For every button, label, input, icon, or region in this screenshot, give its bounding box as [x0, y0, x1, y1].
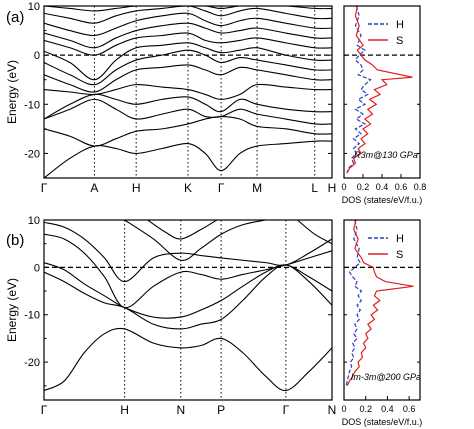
- dos-curves: [346, 6, 413, 174]
- band-line-11: [44, 6, 332, 24]
- dos-x-axis-label: DOS (states/eV/f.u.): [342, 195, 423, 205]
- dos-curve-H: [346, 6, 372, 174]
- legend-label-S: S: [396, 35, 403, 47]
- y-tick-label: 0: [34, 50, 40, 62]
- y-tick-label: 10: [28, 1, 40, 13]
- k-point-label: N: [176, 403, 185, 417]
- dos-x-tick-label: 0.2: [357, 182, 370, 192]
- y-tick-label: -20: [24, 148, 40, 160]
- dos-curve-S: [346, 220, 414, 387]
- dos-x-tick-label: 0.4: [376, 182, 389, 192]
- bands: [44, 220, 332, 392]
- y-tick-label: -10: [24, 310, 40, 322]
- dos-x-tick-label: 0: [341, 404, 346, 414]
- band-line-1: [44, 116, 332, 147]
- dos-x-tick-label: 0.4: [381, 404, 394, 414]
- k-point-label: L: [311, 181, 318, 195]
- k-point-label: H: [132, 181, 141, 195]
- band-line-9: [44, 22, 332, 49]
- band-line-7: [297, 220, 332, 245]
- k-point-label: Γ: [283, 403, 290, 417]
- dos-curve-S: [346, 6, 413, 174]
- band-line-8: [44, 32, 332, 56]
- band-line-7: [44, 42, 332, 81]
- dos-x-tick-label: 0.8: [414, 182, 427, 192]
- k-point-label: H: [120, 403, 129, 417]
- bands-frame: [43, 219, 333, 401]
- band-line-4: [44, 221, 332, 283]
- band-line-2: [44, 98, 332, 125]
- band-line-4: [44, 83, 332, 100]
- band-line-6: [147, 220, 218, 240]
- band-line-5: [44, 64, 332, 93]
- legend-label-S: S: [396, 249, 403, 261]
- k-point-label: Γ: [218, 181, 225, 195]
- band-line-3: [44, 233, 332, 309]
- k-point-label: A: [90, 181, 98, 195]
- k-point-label: M: [252, 181, 262, 195]
- panel-b: (b)Energy (eV)100-10-20Γ H N P Γ N 0 0.2 0.4 0.6D…: [5, 215, 422, 427]
- y-tick-label: -20: [24, 357, 40, 369]
- k-point-label: N: [328, 403, 337, 417]
- y-axis-label: Energy (eV): [5, 278, 19, 342]
- phase-annotation: Im-3m@200 GPa: [351, 372, 421, 382]
- band-line-12: [44, 6, 332, 12]
- k-point-label: P: [217, 403, 225, 417]
- y-tick-label: 10: [28, 215, 40, 227]
- k-point-label: K: [184, 181, 192, 195]
- band-line-0: [44, 327, 332, 392]
- dos-curve-H: [345, 220, 363, 386]
- band-line-2: [44, 262, 332, 319]
- y-tick-label: -10: [24, 99, 40, 111]
- bands-frame: [43, 5, 333, 179]
- dos-curves: [345, 220, 414, 387]
- y-tick-label: 0: [34, 262, 40, 274]
- dos-x-tick-label: 0.6: [395, 182, 408, 192]
- dos-x-tick-label: 0.2: [359, 404, 372, 414]
- bands: [44, 6, 332, 178]
- dos-x-tick-label: 0.6: [403, 404, 416, 414]
- panel-label: (b): [6, 232, 24, 249]
- band-line-6: [44, 49, 332, 86]
- panel-label: (a): [6, 9, 24, 26]
- y-axis-label: Energy (eV): [5, 60, 19, 124]
- k-point-label: Γ: [41, 403, 48, 417]
- k-point-label: Γ: [41, 181, 48, 195]
- band-line-10: [44, 12, 332, 37]
- band-line-5: [124, 220, 266, 261]
- legend-label-H: H: [396, 19, 404, 31]
- phase-annotation: R3m@130 GPa: [354, 150, 418, 160]
- legend-label-H: H: [396, 233, 404, 245]
- k-point-label: H: [328, 181, 337, 195]
- band-line-1: [44, 264, 332, 330]
- dos-x-axis-label: DOS (states/eV/f.u.): [342, 417, 423, 427]
- dos-frame: [343, 219, 421, 401]
- dos-x-tick-label: 0: [341, 182, 346, 192]
- panel-a: (a)Energy (eV)100-10-20Γ A H K Γ M L H 0 0.2 0.4 0.…: [5, 1, 426, 205]
